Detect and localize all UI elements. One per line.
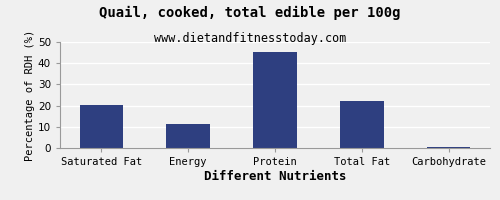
Bar: [427, 147, 470, 148]
Bar: [340, 101, 384, 148]
Text: Quail, cooked, total edible per 100g: Quail, cooked, total edible per 100g: [99, 6, 401, 20]
Bar: [166, 124, 210, 148]
Bar: [254, 52, 296, 148]
Y-axis label: Percentage of RDH (%): Percentage of RDH (%): [25, 29, 35, 161]
Text: www.dietandfitnesstoday.com: www.dietandfitnesstoday.com: [154, 32, 346, 45]
Bar: [80, 105, 123, 148]
X-axis label: Different Nutrients: Different Nutrients: [204, 170, 346, 183]
